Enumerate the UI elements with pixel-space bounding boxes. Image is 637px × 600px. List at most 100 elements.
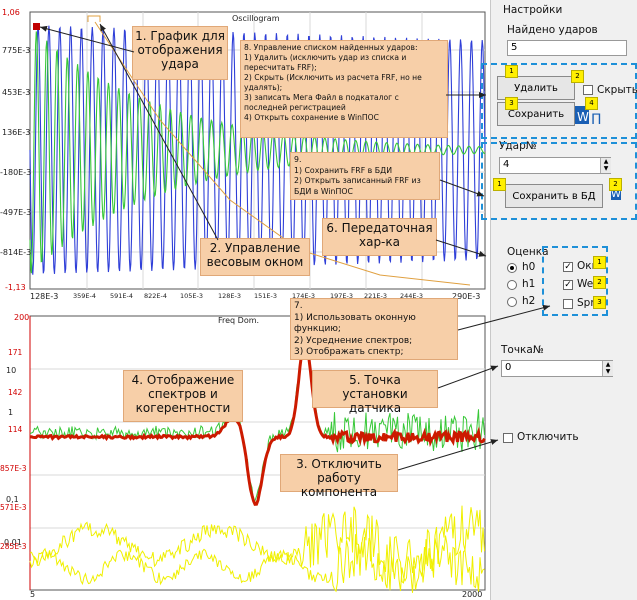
hide-label: Скрыть [597, 84, 637, 96]
callout-9-text: 9. 1) Сохранить FRF в БДИ 2) Открыть зап… [294, 155, 421, 196]
freq-left-tick: 0,01 [4, 538, 22, 547]
freq-right-tick: 114 [8, 425, 23, 434]
radio-h0[interactable] [507, 263, 517, 273]
osc-x-tick: 221E-3 [364, 292, 387, 300]
marker-square [33, 23, 40, 30]
osc-title: Oscillogram [232, 14, 280, 23]
point-number-label: Точка№ [501, 344, 544, 356]
freq-right-tick: 171 [8, 348, 23, 357]
callout-2-text: 2. Управление весовым окном [206, 241, 304, 269]
badge-hide: 2 [571, 70, 584, 83]
callout-8-text: 8. Управление списком найденных ударов: … [244, 43, 422, 122]
save-db-button[interactable]: Сохранить в БД [505, 184, 603, 208]
badge-window-check: 1 [593, 256, 606, 269]
spectrum-green-line [29, 333, 485, 502]
frf-red-line [29, 338, 486, 506]
callout-6: 6. Передаточная хар-ка [322, 218, 437, 256]
winpos-db-icon[interactable]: W [611, 184, 625, 206]
freq-left-tick: 10 [6, 366, 17, 375]
osc-y-tick: -814E-3 [0, 248, 32, 257]
radio-h1-label: h1 [522, 278, 536, 290]
point-number-spinner[interactable]: ▲ ▼ [602, 361, 613, 376]
badge-save-db: 1 [493, 178, 506, 191]
settings-panel: Настройки Найдено ударов 5 Удалить Скрыт… [490, 0, 637, 600]
badge-winpos: 4 [585, 97, 598, 110]
callout-3-text: 3. Отключить работу компонента [296, 457, 382, 499]
osc-x-tick: 591E-4 [110, 292, 133, 300]
freq-right-tick: 142 [8, 388, 23, 397]
osc-x-tick: 128E-3 [218, 292, 241, 300]
disable-checkbox[interactable] [503, 433, 513, 443]
cursor-bracket [87, 15, 101, 22]
badge-weight-check: 2 [593, 276, 606, 289]
osc-y-tick: -497E-3 [0, 208, 32, 217]
found-hits-field[interactable]: 5 [507, 40, 627, 56]
arrow-callout-5 [437, 365, 499, 389]
callout-7-text: 7. 1) Использовать оконную функцию; 2) У… [294, 301, 416, 357]
osc-x-tick: 359E-4 [73, 292, 96, 300]
radio-h0-label: h0 [522, 261, 536, 273]
highlight-checkbox-controls [542, 246, 608, 316]
window-checkbox[interactable]: ✓ [563, 262, 573, 272]
point-number-field[interactable]: 0 [501, 360, 613, 377]
hit-number-spinner[interactable]: ▲ ▼ [600, 158, 611, 173]
estimate-label: Оценка [507, 246, 549, 258]
osc-y-tick: 775E-3 [2, 46, 31, 55]
callout-4: 4. Отображение спектров и когерентности [123, 370, 243, 422]
coherence-yellow-lines [29, 505, 485, 584]
badge-winpos-db: 2 [609, 178, 622, 191]
svg-text:W: W [577, 110, 589, 124]
coherence-yellow-lines-2 [29, 534, 485, 593]
osc-x-tick: 822E-4 [144, 292, 167, 300]
weight-checkbox[interactable]: ✓ [563, 280, 573, 290]
oscillogram-green-signal [29, 31, 486, 274]
callout-7: 7. 1) Использовать оконную функцию; 2) У… [290, 298, 458, 360]
arrow-callout-9 [439, 179, 485, 197]
svg-text:П: П [591, 112, 602, 128]
arrow-callout-2 [99, 23, 219, 241]
osc-x-tick: 244E-3 [400, 292, 423, 300]
weight-check-label: Wei [577, 278, 597, 290]
settings-header: Настройки [503, 4, 563, 16]
freq-x-left: 5 [30, 590, 36, 599]
freq-right-tick: 571E-3 [0, 503, 27, 512]
callout-4-text: 4. Отображение спектров и когерентности [131, 373, 235, 415]
osc-x-tick: 290E-3 [452, 292, 481, 301]
disable-label: Отключить [517, 431, 579, 443]
radio-h1[interactable] [507, 280, 517, 290]
osc-y-bottom: -1,13 [5, 283, 26, 292]
freq-right-tick: 857E-3 [0, 464, 27, 473]
osc-y-tick: 453E-3 [2, 88, 31, 97]
arrow-callout-7 [457, 304, 551, 331]
radio-h2[interactable] [507, 297, 517, 307]
badge-spectrum-check: 3 [593, 296, 606, 309]
freq-title: Freq Dom. [218, 316, 260, 325]
callout-9: 9. 1) Сохранить FRF в БДИ 2) Открыть зап… [290, 152, 440, 200]
hide-checkbox[interactable] [583, 85, 593, 95]
freq-left-tick: 0,1 [6, 495, 19, 504]
callout-5-text: 5. Точка установки датчика [342, 373, 408, 415]
svg-text:W: W [611, 189, 621, 200]
arrow-callout-3 [397, 439, 499, 471]
callout-6-text: 6. Передаточная хар-ка [326, 221, 433, 249]
spectrum-checkbox[interactable] [563, 299, 573, 309]
callout-5: 5. Точка установки датчика [312, 370, 438, 415]
freq-left-tick: 1 [8, 408, 14, 417]
window-function-line [94, 21, 471, 286]
found-hits-label: Найдено ударов [507, 24, 598, 36]
osc-x-tick: 128E-3 [30, 292, 59, 301]
delete-button[interactable]: Удалить [497, 76, 575, 100]
spectrum-check-label: Spr [577, 297, 595, 309]
radio-h2-label: h2 [522, 295, 536, 307]
highlight-db-controls [481, 142, 637, 220]
osc-y-tick: -180E-3 [0, 168, 32, 177]
osc-x-tick: 151E-3 [254, 292, 277, 300]
osc-x-tick: 197E-3 [330, 292, 353, 300]
callout-1: 1. График для отображения удара [132, 26, 228, 80]
callout-8: 8. Управление списком найденных ударов: … [240, 40, 448, 138]
highlight-hit-list-controls [481, 63, 637, 139]
osc-x-tick: 174E-3 [292, 292, 315, 300]
callout-3: 3. Отключить работу компонента [280, 454, 398, 499]
